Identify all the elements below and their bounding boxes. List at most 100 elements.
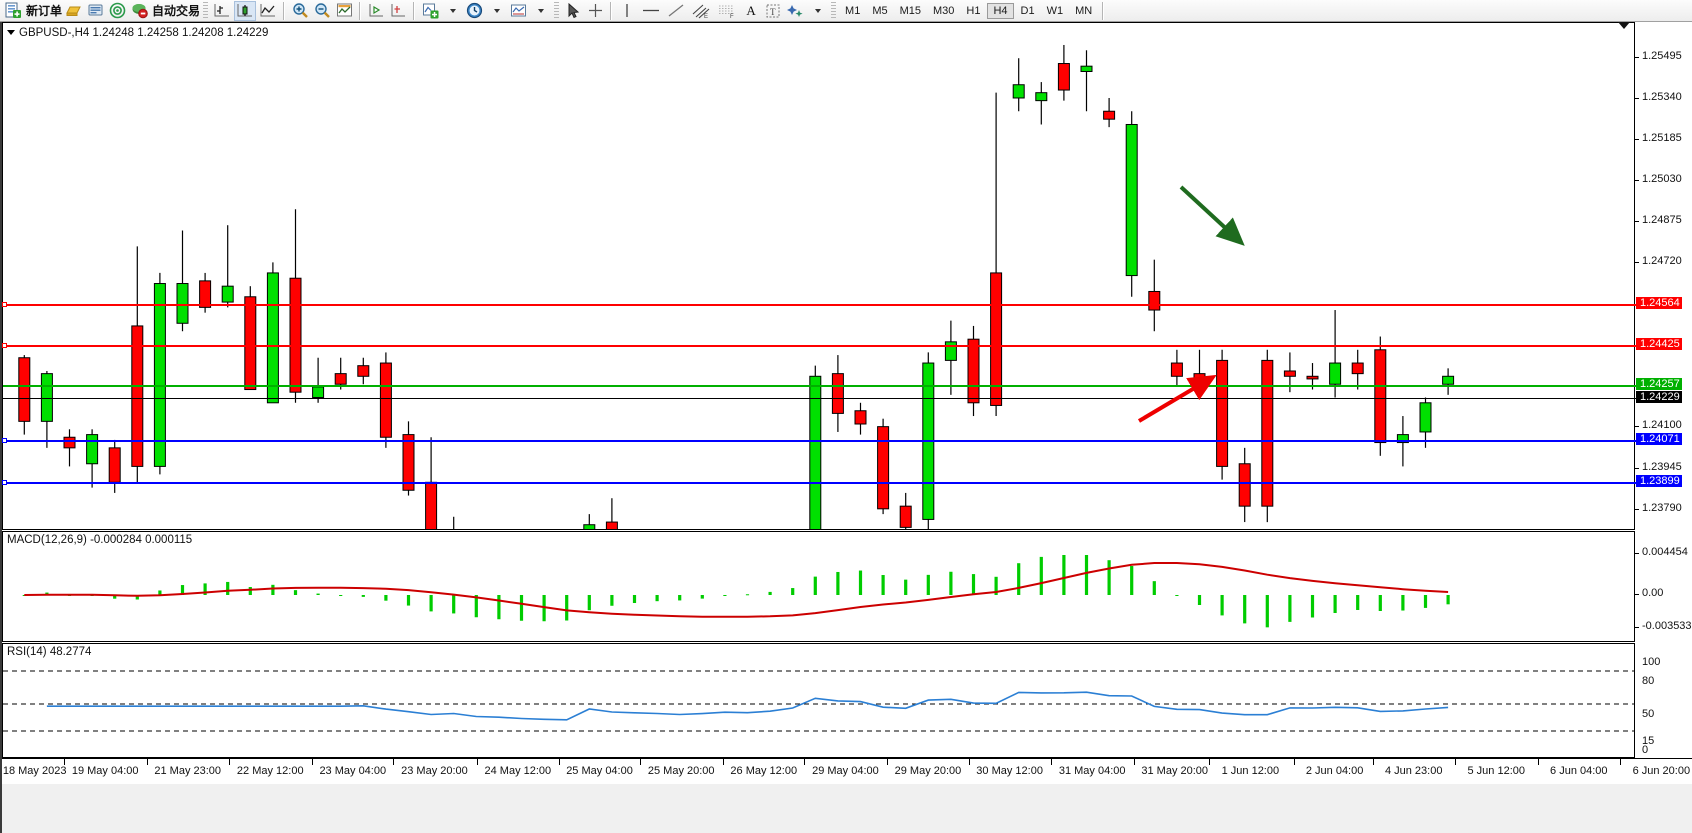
objects-dropdown-icon[interactable]: [807, 1, 827, 21]
price-tag-bid[interactable]: 1.24257: [1636, 378, 1682, 390]
templates-icon[interactable]: [508, 1, 528, 21]
horizontal-line-icon[interactable]: [639, 1, 663, 21]
templates-dropdown-icon[interactable]: [530, 1, 550, 21]
rsi-pane[interactable]: RSI(14) 48.2774: [2, 643, 1635, 758]
timeframe-m5[interactable]: M5: [872, 4, 888, 17]
macd-pane[interactable]: MACD(12,26,9) -0.000284 0.000115: [2, 531, 1635, 642]
macd-histogram-bar: [700, 595, 704, 599]
trendline-icon[interactable]: [665, 1, 687, 21]
period-dropdown-icon[interactable]: [486, 1, 506, 21]
period-icon[interactable]: [464, 1, 484, 21]
text-label-icon[interactable]: T: [763, 1, 783, 21]
time-axis[interactable]: 18 May 2023 19 May 04:00 21 May 23:00 22 Ma…: [2, 758, 1692, 784]
level-line-bid-8[interactable]: [3, 385, 1636, 387]
data-window-icon[interactable]: [334, 1, 354, 21]
timeframe-h1[interactable]: H1: [966, 4, 981, 17]
price-tag-support[interactable]: 1.24071: [1636, 433, 1682, 445]
level-anchor[interactable]: [2, 343, 7, 348]
level-line-support-11[interactable]: [2, 438, 1636, 443]
terminal-icon[interactable]: [85, 1, 105, 21]
rsi-plot: [3, 670, 1634, 732]
time-tickmark: [968, 759, 970, 765]
macd-histogram-bar: [926, 574, 930, 595]
timeframe-d1[interactable]: D1: [1020, 4, 1035, 17]
macd-tick: -0.003533: [1642, 620, 1692, 632]
level-line-support-13[interactable]: [2, 480, 1636, 485]
level-line-resistance-7[interactable]: [2, 343, 1636, 348]
autotrade-icon[interactable]: [129, 1, 149, 21]
level-anchor[interactable]: [2, 302, 7, 307]
indicators-dropdown-icon[interactable]: [442, 1, 462, 21]
price-tick: 1.25340: [1642, 91, 1682, 103]
timeframe-m30[interactable]: M30: [933, 4, 955, 17]
price-tag-support[interactable]: 1.23899: [1636, 475, 1682, 487]
new-order-label[interactable]: 新订单: [26, 4, 63, 18]
svg-text:T: T: [770, 7, 776, 17]
time-tickmark: [804, 759, 806, 765]
candle-body: [1351, 362, 1364, 375]
level-anchor[interactable]: [2, 438, 7, 443]
level-line-resistance-6[interactable]: [2, 302, 1636, 307]
timeframe-h4[interactable]: H4: [987, 2, 1014, 19]
zoom-in-icon[interactable]: [290, 1, 310, 21]
price-tickmark: [1635, 57, 1639, 58]
candle-body: [18, 357, 31, 422]
macd-histogram-bar: [226, 581, 230, 595]
signal-icon[interactable]: [107, 1, 127, 21]
time-label: 4 Jun 23:00: [1384, 765, 1443, 777]
chart-menu-triangle-icon[interactable]: [7, 30, 15, 36]
macd-axis[interactable]: 0.004454 0.00 -0.003533: [1635, 531, 1692, 642]
macd-signal-line: [24, 562, 1449, 618]
indicators-icon[interactable]: [420, 1, 440, 21]
autotrade-label[interactable]: 自动交易: [152, 4, 201, 18]
new-order-button[interactable]: [3, 1, 23, 21]
price-axis[interactable]: 1.25495 1.25340 1.25185 1.25030 1.24875 1.247…: [1635, 22, 1692, 719]
candle-body: [108, 447, 121, 483]
candle-body: [40, 373, 53, 422]
toolbar-grip-3[interactable]: [831, 1, 837, 20]
toolbar-grip[interactable]: [203, 1, 209, 20]
chart-shift-icon[interactable]: [366, 1, 386, 21]
macd-histogram-bar: [1197, 595, 1202, 605]
cursor-icon[interactable]: [563, 1, 583, 21]
price-tag-resistance[interactable]: 1.24564: [1636, 297, 1682, 309]
chart-area[interactable]: GBPUSD-,H4 1.24248 1.24258 1.24208 1.242…: [0, 22, 1692, 833]
bar-chart-icon[interactable]: [212, 1, 232, 21]
equidistant-channel-icon[interactable]: E: [689, 1, 713, 21]
chart-scrollbar[interactable]: [2, 784, 1692, 798]
zoom-out-icon[interactable]: [312, 1, 332, 21]
vertical-line-icon[interactable]: [617, 1, 637, 21]
macd-histogram-bar: [271, 584, 275, 595]
macd-histogram-bar: [248, 587, 252, 595]
text-icon[interactable]: A: [746, 2, 756, 18]
time-tickmark: [1372, 759, 1374, 765]
price-tick: 1.23945: [1642, 461, 1682, 473]
timeframe-mn[interactable]: MN: [1075, 4, 1093, 17]
candle-chart-icon[interactable]: [234, 0, 257, 21]
level-line-ask-9[interactable]: [3, 398, 1636, 399]
macd-tickmark: [1635, 627, 1639, 628]
chart-collapse-icon[interactable]: [1618, 22, 1630, 29]
macd-histogram-bar: [316, 593, 320, 595]
gold-bar-icon[interactable]: [63, 1, 83, 21]
line-chart-icon[interactable]: [258, 1, 278, 21]
objects-icon[interactable]: [785, 1, 805, 21]
fibonacci-icon[interactable]: F: [715, 1, 739, 21]
candle-body: [402, 434, 415, 491]
toolbar-grip-2[interactable]: [554, 1, 560, 20]
candle-body: [1080, 65, 1093, 72]
price-pane[interactable]: GBPUSD-,H4 1.24248 1.24258 1.24208 1.242…: [2, 22, 1636, 530]
auto-scroll-icon[interactable]: [388, 1, 408, 21]
timeframe-w1[interactable]: W1: [1046, 4, 1064, 17]
timeframe-m1[interactable]: M1: [845, 4, 861, 17]
rsi-axis[interactable]: 100 80 50 15 0: [1635, 643, 1692, 758]
toolbar-separator-3: [413, 1, 416, 20]
level-anchor[interactable]: [2, 480, 7, 485]
timeframe-m15[interactable]: M15: [899, 4, 921, 17]
macd-histogram-bar: [158, 590, 162, 595]
crosshair-icon[interactable]: [585, 1, 605, 21]
price-tag-ask[interactable]: 1.24229: [1636, 391, 1682, 403]
time-tickmark: [1133, 759, 1135, 765]
price-tag-resistance[interactable]: 1.24425: [1636, 338, 1682, 350]
macd-histogram-bar: [1333, 595, 1337, 614]
